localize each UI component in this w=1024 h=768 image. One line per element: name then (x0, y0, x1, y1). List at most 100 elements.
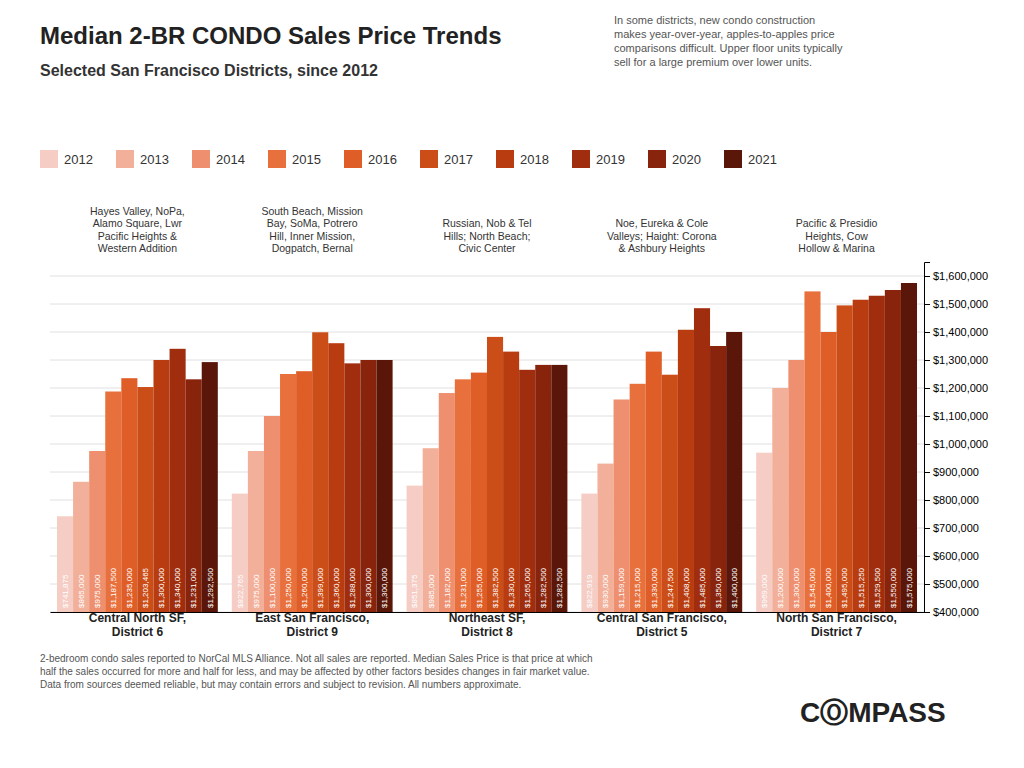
legend-swatch (40, 150, 58, 168)
bar (869, 296, 885, 612)
tick-label: $400,000 (933, 606, 979, 618)
data-label: $1,255,000 (475, 567, 484, 608)
text-line: North San Francisco, (776, 611, 897, 625)
text-line: Hayes Valley, NoPa, (90, 205, 185, 217)
data-label: $1,260,000 (300, 567, 309, 608)
tick-label: $800,000 (933, 494, 979, 506)
grid-line (50, 304, 924, 305)
tick: $900,000 (924, 466, 979, 478)
data-label: $1,235,000 (125, 567, 134, 608)
text-line: District 8 (461, 625, 513, 639)
title: Median 2-BR CONDO Sales Price Trends (40, 22, 501, 49)
logo: CⓄMPASS (800, 697, 946, 728)
tick-label: North San Francisco,District 7 (776, 611, 897, 639)
bar (455, 379, 471, 612)
tick: $1,300,000 (924, 354, 988, 366)
bar (487, 337, 503, 612)
data-label: $1,485,000 (698, 567, 707, 608)
bar (662, 375, 678, 612)
legend-label: 2016 (368, 152, 397, 167)
data-label: $1,300,000 (364, 567, 373, 608)
bar (89, 451, 105, 612)
group-note: Noe, Eureka & ColeValleys; Haight: Coron… (607, 217, 717, 254)
tick: $400,000 (924, 606, 979, 618)
legend-swatch (116, 150, 134, 168)
bar (535, 365, 551, 612)
bar (377, 360, 393, 612)
bar (312, 332, 328, 612)
bar (551, 365, 567, 612)
tick-mark (924, 416, 930, 417)
tick-label: Northeast SF,District 8 (449, 611, 526, 639)
text-line: District 5 (636, 625, 688, 639)
bar (57, 516, 73, 612)
text-line: Hills; North Beach; (444, 230, 531, 242)
text-line: Central North SF, (89, 611, 186, 625)
tick-mark (924, 500, 930, 501)
subtitle: Selected San Francisco Districts, since … (40, 62, 378, 79)
grid (50, 276, 924, 612)
bar (503, 352, 519, 612)
legend-entry: 2012 (40, 150, 93, 168)
data-label: $1,408,000 (682, 567, 691, 608)
data-label: $1,282,500 (555, 567, 564, 608)
data-label: $1,495,000 (840, 567, 849, 608)
bar (232, 494, 248, 612)
group-note: South Beach, MissionBay, SoMa, PotreroHi… (261, 205, 363, 255)
data-label: $1,515,250 (857, 567, 866, 608)
bar (105, 392, 121, 613)
bar (280, 374, 296, 612)
tick: $700,000 (924, 522, 979, 534)
tick: Central North SF,District 6 (89, 611, 186, 639)
data-label: $1,250,000 (284, 567, 293, 608)
data-label: $1,247,500 (666, 567, 675, 608)
data-label: $1,265,000 (523, 567, 532, 608)
bar (710, 346, 726, 612)
tick: East San Francisco,District 9 (255, 611, 369, 639)
bar (614, 399, 630, 612)
tick: Northeast SF,District 8 (449, 611, 526, 639)
bar (678, 330, 694, 612)
data-label: $930,000 (601, 574, 610, 608)
data-label: $1,350,000 (714, 567, 723, 608)
text-line: Pacific & Presidio (796, 217, 878, 229)
data-label: $1,292,500 (206, 567, 215, 608)
tick-label: Central San Francisco,District 5 (597, 611, 727, 639)
legend-entry: 2015 (268, 150, 321, 168)
bar (581, 494, 597, 612)
data-label: $741,875 (61, 574, 70, 608)
bar (439, 393, 455, 612)
data-label: $1,159,000 (617, 567, 626, 608)
text-line: East San Francisco, (255, 611, 369, 625)
bars (57, 283, 917, 612)
text-line: District 9 (287, 625, 339, 639)
bar (694, 308, 710, 612)
data-label: $985,000 (427, 574, 436, 608)
legend-entry: 2016 (344, 150, 397, 168)
text-line: 2-bedroom condo sales reported to NorCal… (40, 653, 593, 664)
bar (360, 360, 376, 612)
text-line: Pacific Heights & (98, 230, 177, 242)
bar (170, 349, 186, 612)
bar (519, 370, 535, 612)
data-label: $822,919 (585, 574, 594, 608)
legend-swatch (268, 150, 286, 168)
text-line: sell for a large premium over lower unit… (614, 56, 812, 68)
text-line: Data from sources deemed reliable, but m… (40, 679, 521, 690)
data-label: $1,550,000 (889, 567, 898, 608)
data-label: $1,203,465 (141, 567, 150, 608)
data-label: $851,375 (410, 574, 419, 608)
text-line: Hollow & Marina (798, 242, 875, 254)
bar (121, 378, 137, 612)
legend-swatch (420, 150, 438, 168)
data-label: $1,330,000 (650, 567, 659, 608)
tick: $1,500,000 (924, 298, 988, 310)
bar (646, 352, 662, 612)
tick-label: $500,000 (933, 578, 979, 590)
data-label: $1,300,000 (792, 567, 801, 608)
legend-swatch (344, 150, 362, 168)
legend-entry: 2021 (724, 150, 777, 168)
tick-label: $1,400,000 (933, 326, 988, 338)
bar (248, 451, 264, 612)
bar (630, 384, 646, 612)
